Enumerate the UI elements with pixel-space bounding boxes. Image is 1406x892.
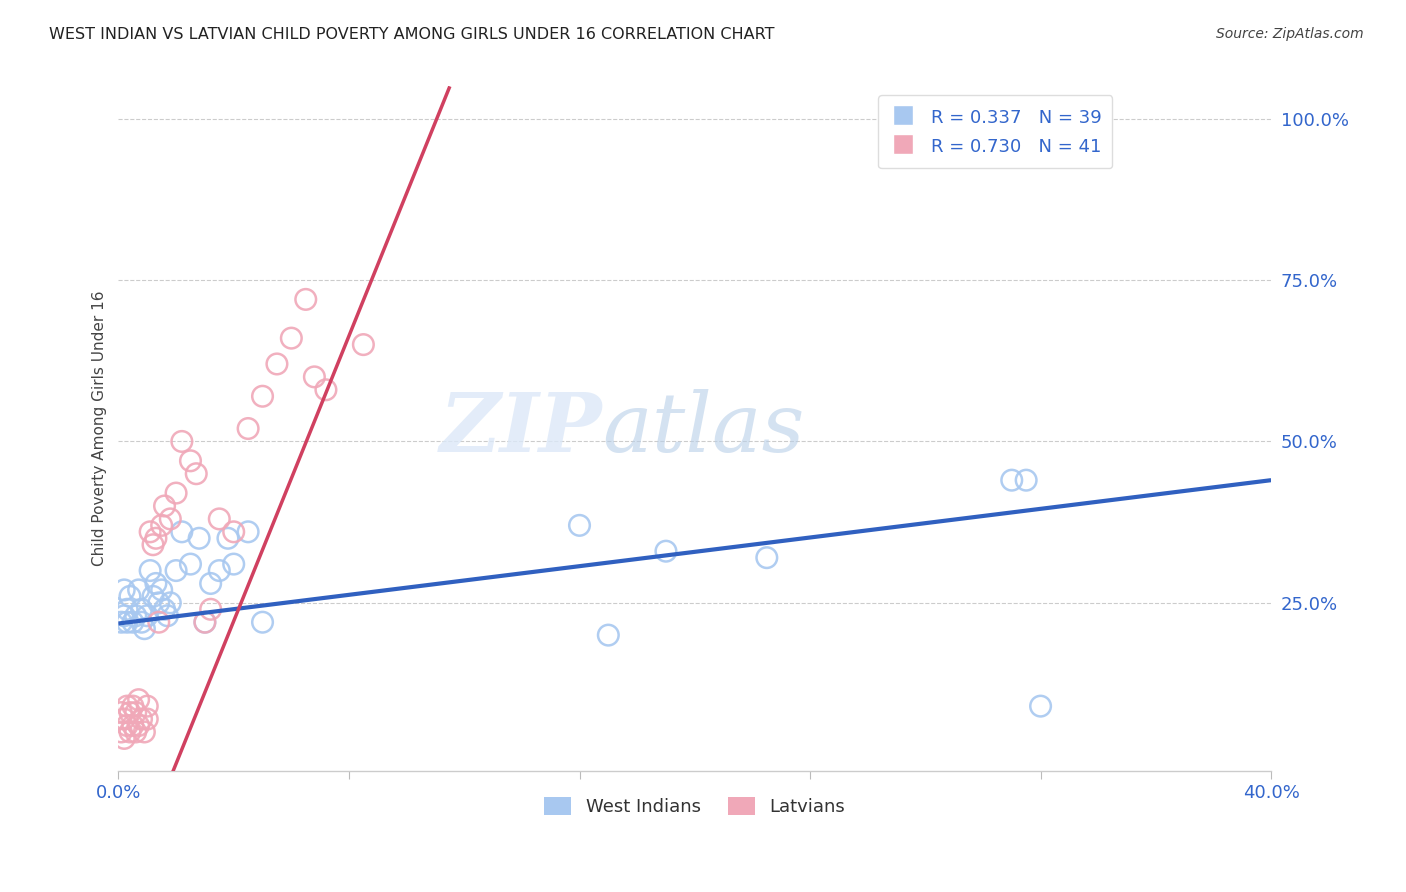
Point [170,434,193,449]
Point [188,531,211,545]
Point [118,725,141,739]
Point [165,564,187,578]
Point [131,602,153,616]
Point [134,622,156,636]
Point [1029,699,1052,714]
Point [568,518,591,533]
Point [217,531,239,545]
Point [110,615,132,630]
Point [125,608,148,623]
Legend: West Indians, Latvians: West Indians, Latvians [537,789,852,823]
Point [222,524,245,539]
Point [136,699,159,714]
Point [125,725,148,739]
Point [352,337,374,351]
Point [1001,473,1024,487]
Point [156,608,179,623]
Point [118,706,141,720]
Point [153,602,176,616]
Point [159,512,181,526]
Point [252,389,274,403]
Point [131,712,153,726]
Point [153,499,176,513]
Point [252,615,274,630]
Point [208,564,231,578]
Point [121,718,143,732]
Point [121,699,143,714]
Text: WEST INDIAN VS LATVIAN CHILD POVERTY AMONG GIRLS UNDER 16 CORRELATION CHART: WEST INDIAN VS LATVIAN CHILD POVERTY AMO… [49,27,775,42]
Point [179,557,201,571]
Point [165,486,187,500]
Point [136,712,159,726]
Point [294,293,316,307]
Point [755,550,778,565]
Point [139,564,162,578]
Point [236,421,259,435]
Point [112,731,135,746]
Point [131,615,153,630]
Point [115,699,138,714]
Point [128,692,150,706]
Point [110,725,132,739]
Point [194,615,217,630]
Point [112,712,135,726]
Point [110,706,132,720]
Point [179,454,201,468]
Point [236,524,259,539]
Point [136,608,159,623]
Point [134,725,156,739]
Point [142,590,165,604]
Point [1015,473,1038,487]
Point [194,615,217,630]
Point [200,576,222,591]
Point [128,582,150,597]
Point [280,331,302,345]
Point [598,628,620,642]
Point [208,512,231,526]
Point [139,524,162,539]
Point [121,615,143,630]
Point [170,524,193,539]
Y-axis label: Child Poverty Among Girls Under 16: Child Poverty Among Girls Under 16 [93,291,107,566]
Point [222,557,245,571]
Point [112,582,135,597]
Point [115,718,138,732]
Text: ZIP: ZIP [440,389,603,468]
Point [145,576,167,591]
Point [125,706,148,720]
Point [186,467,208,481]
Point [304,370,326,384]
Text: Source: ZipAtlas.com: Source: ZipAtlas.com [1216,27,1364,41]
Point [142,538,165,552]
Point [655,544,678,558]
Point [200,602,222,616]
Point [112,608,135,623]
Point [145,531,167,545]
Point [266,357,288,371]
Point [115,602,138,616]
Point [148,615,170,630]
Point [159,596,181,610]
Point [315,383,337,397]
Text: atlas: atlas [603,389,804,468]
Point [118,590,141,604]
Point [150,518,173,533]
Point [150,582,173,597]
Point [128,718,150,732]
Point [115,615,138,630]
Point [148,596,170,610]
